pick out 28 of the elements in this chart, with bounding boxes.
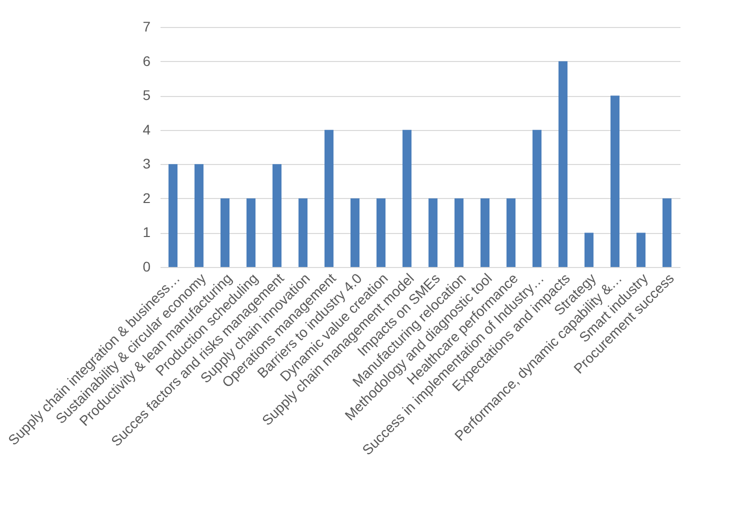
bar — [532, 130, 542, 267]
y-tick-label: 0 — [142, 258, 151, 274]
bar — [428, 198, 438, 267]
bar — [480, 198, 490, 267]
bar — [454, 198, 464, 267]
bar — [168, 164, 178, 267]
y-tick-label: 1 — [142, 224, 151, 240]
bar — [272, 164, 282, 267]
bar — [194, 164, 204, 267]
bar — [610, 96, 620, 267]
bar — [350, 198, 360, 267]
bar — [662, 198, 672, 267]
bar — [298, 198, 308, 267]
bar — [584, 232, 594, 267]
bar — [376, 198, 386, 267]
y-tick-label: 5 — [142, 87, 151, 104]
y-tick-label: 6 — [142, 52, 151, 69]
bar — [246, 198, 256, 267]
bar — [324, 130, 334, 267]
bar — [402, 130, 412, 267]
y-tick-label: 3 — [142, 156, 151, 172]
y-tick-label: 7 — [142, 18, 151, 34]
bar — [220, 198, 230, 267]
y-tick-label: 4 — [142, 121, 151, 138]
bar — [636, 232, 646, 267]
y-tick-label: 2 — [142, 190, 151, 206]
bar — [506, 198, 516, 267]
bar — [558, 61, 568, 267]
